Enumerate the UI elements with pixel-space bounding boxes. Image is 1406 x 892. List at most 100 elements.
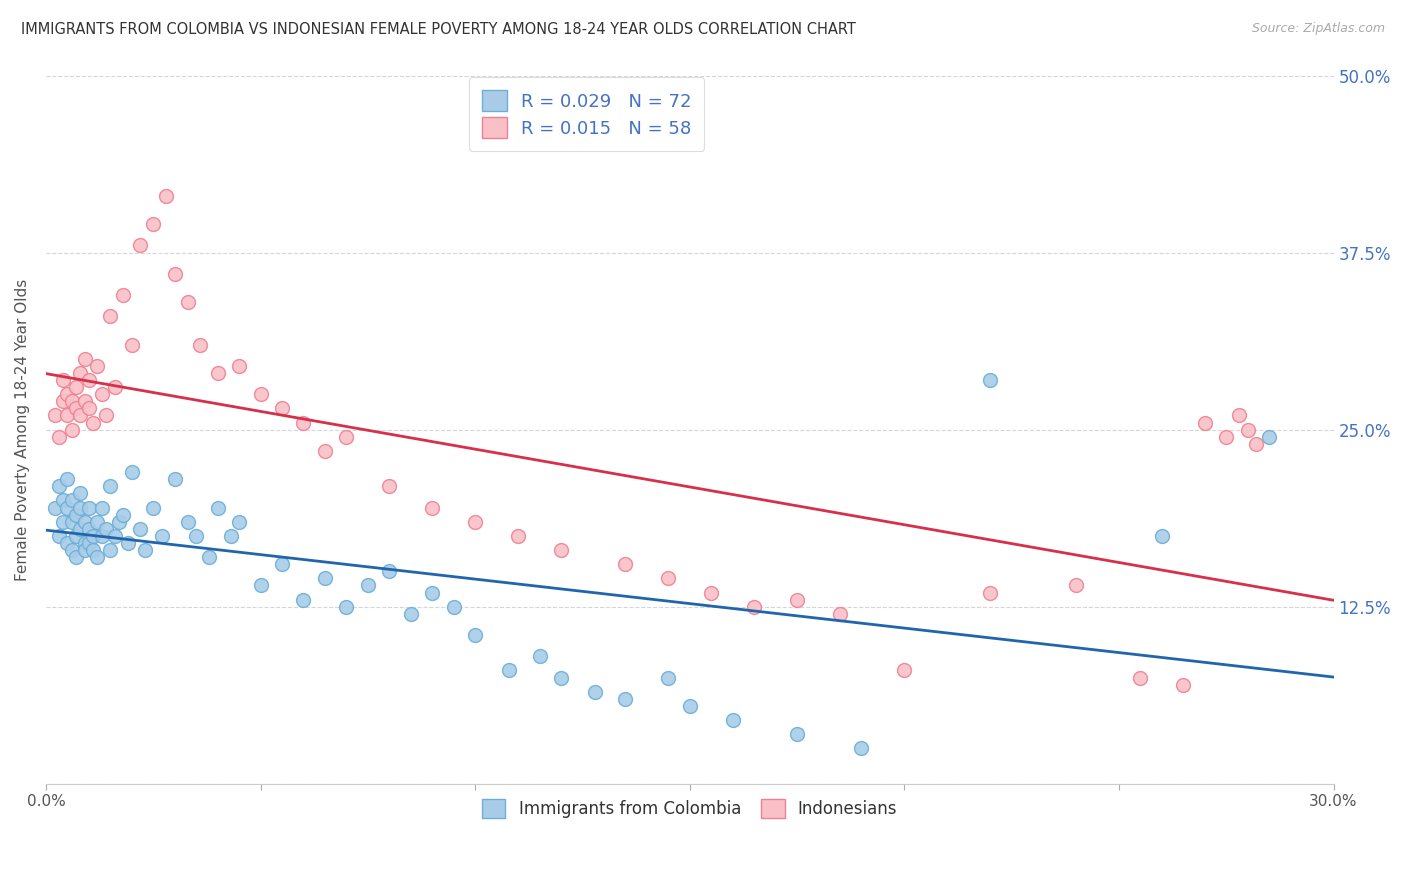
Point: [73, 543, 96, 558]
Point: [614, 691, 637, 706]
Point: [56, 472, 79, 486]
Point: [979, 373, 1001, 387]
Point: [176, 515, 198, 529]
Point: [48, 430, 70, 444]
Point: [657, 671, 679, 685]
Point: [190, 337, 212, 351]
Point: [249, 387, 271, 401]
Point: [90, 387, 112, 401]
Point: [155, 189, 177, 203]
Point: [77, 536, 100, 550]
Point: [207, 366, 229, 380]
Point: [186, 529, 208, 543]
Point: [228, 359, 250, 373]
Point: [378, 479, 401, 493]
Point: [65, 508, 87, 522]
Point: [73, 394, 96, 409]
Point: [614, 557, 637, 571]
Point: [1246, 437, 1268, 451]
Point: [292, 416, 315, 430]
Point: [48, 479, 70, 493]
Point: [150, 529, 173, 543]
Point: [357, 578, 380, 592]
Point: [77, 522, 100, 536]
Point: [198, 550, 221, 565]
Point: [82, 529, 104, 543]
Point: [60, 543, 83, 558]
Point: [86, 515, 108, 529]
Point: [60, 515, 83, 529]
Point: [90, 500, 112, 515]
Point: [1258, 430, 1281, 444]
Point: [77, 401, 100, 416]
Point: [506, 529, 529, 543]
Point: [98, 310, 121, 324]
Point: [292, 592, 315, 607]
Point: [583, 684, 606, 698]
Point: [1215, 430, 1237, 444]
Point: [1064, 578, 1087, 592]
Point: [77, 500, 100, 515]
Point: [56, 409, 79, 423]
Point: [1194, 416, 1216, 430]
Point: [65, 529, 87, 543]
Text: IMMIGRANTS FROM COLOMBIA VS INDONESIAN FEMALE POVERTY AMONG 18-24 YEAR OLDS CORR: IMMIGRANTS FROM COLOMBIA VS INDONESIAN F…: [21, 22, 856, 37]
Point: [529, 649, 551, 664]
Point: [657, 571, 679, 585]
Point: [48, 529, 70, 543]
Point: [1227, 409, 1250, 423]
Point: [52, 493, 75, 508]
Y-axis label: Female Poverty Among 18-24 Year Olds: Female Poverty Among 18-24 Year Olds: [15, 278, 30, 581]
Point: [1236, 423, 1258, 437]
Point: [163, 267, 186, 281]
Point: [129, 522, 152, 536]
Point: [121, 337, 143, 351]
Point: [52, 515, 75, 529]
Point: [378, 564, 401, 578]
Point: [129, 238, 152, 252]
Point: [498, 664, 520, 678]
Point: [464, 628, 486, 642]
Point: [550, 543, 572, 558]
Point: [69, 522, 91, 536]
Point: [98, 479, 121, 493]
Point: [112, 508, 135, 522]
Point: [314, 571, 336, 585]
Point: [249, 578, 271, 592]
Point: [73, 351, 96, 366]
Point: [134, 543, 156, 558]
Point: [786, 592, 808, 607]
Point: [893, 664, 915, 678]
Point: [228, 515, 250, 529]
Point: [207, 500, 229, 515]
Point: [142, 217, 165, 231]
Point: [60, 394, 83, 409]
Point: [1129, 671, 1152, 685]
Point: [82, 543, 104, 558]
Point: [69, 486, 91, 500]
Point: [550, 671, 572, 685]
Point: [94, 409, 117, 423]
Text: Source: ZipAtlas.com: Source: ZipAtlas.com: [1251, 22, 1385, 36]
Point: [679, 698, 702, 713]
Point: [73, 536, 96, 550]
Point: [314, 443, 336, 458]
Point: [69, 409, 91, 423]
Point: [1173, 677, 1195, 691]
Point: [420, 585, 443, 599]
Point: [73, 515, 96, 529]
Point: [56, 536, 79, 550]
Point: [52, 373, 75, 387]
Point: [742, 599, 765, 614]
Point: [443, 599, 465, 614]
Point: [786, 727, 808, 741]
Point: [117, 536, 139, 550]
Point: [979, 585, 1001, 599]
Point: [851, 741, 873, 756]
Point: [98, 543, 121, 558]
Point: [700, 585, 723, 599]
Point: [65, 401, 87, 416]
Point: [44, 409, 66, 423]
Point: [82, 416, 104, 430]
Point: [112, 288, 135, 302]
